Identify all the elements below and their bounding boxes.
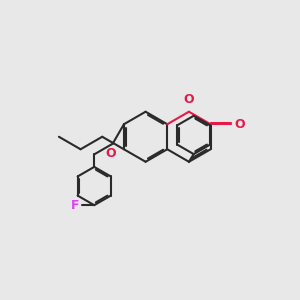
Text: O: O [106,147,116,160]
Text: O: O [184,93,194,106]
Text: O: O [235,118,245,131]
Text: F: F [70,199,79,212]
